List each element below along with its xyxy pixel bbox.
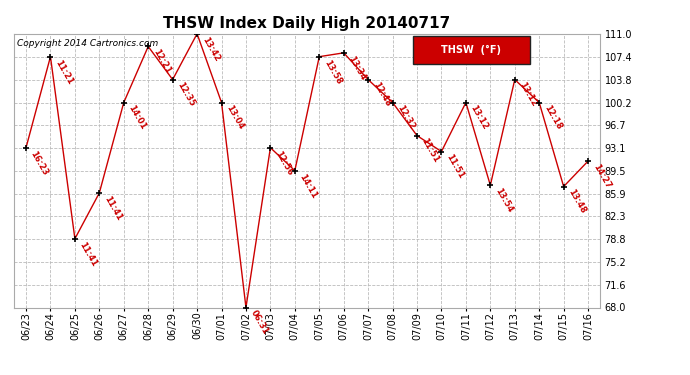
Text: 13:42: 13:42 [200,35,221,63]
Text: 13:34: 13:34 [346,54,368,82]
Text: 14:01: 14:01 [126,104,148,132]
Text: 14:11: 14:11 [297,172,319,200]
Text: 16:23: 16:23 [29,149,50,177]
Text: 12:48: 12:48 [371,81,392,109]
FancyBboxPatch shape [413,36,530,64]
Text: 11:41: 11:41 [78,240,99,268]
Text: 11:21: 11:21 [53,58,75,86]
Text: 13:12: 13:12 [518,81,539,109]
Text: 12:56: 12:56 [273,149,295,177]
Text: 12:32: 12:32 [395,104,417,132]
Text: THSW  (°F): THSW (°F) [442,45,501,55]
Text: 11:51: 11:51 [420,137,441,165]
Text: 12:35: 12:35 [175,81,197,109]
Title: THSW Index Daily High 20140717: THSW Index Daily High 20140717 [164,16,451,31]
Text: 13:48: 13:48 [566,188,587,216]
Text: 14:27: 14:27 [591,162,612,190]
Text: 12:18: 12:18 [542,104,563,132]
Text: 13:54: 13:54 [493,187,514,214]
Text: 06:31: 06:31 [248,309,270,336]
Text: 11:51: 11:51 [444,153,466,181]
Text: 13:04: 13:04 [224,104,246,132]
Text: 11:41: 11:41 [102,194,124,222]
Text: 13:12: 13:12 [469,104,490,132]
Text: Copyright 2014 Cartronics.com: Copyright 2014 Cartronics.com [17,39,158,48]
Text: 13:58: 13:58 [322,58,343,86]
Text: 12:21: 12:21 [151,48,172,76]
